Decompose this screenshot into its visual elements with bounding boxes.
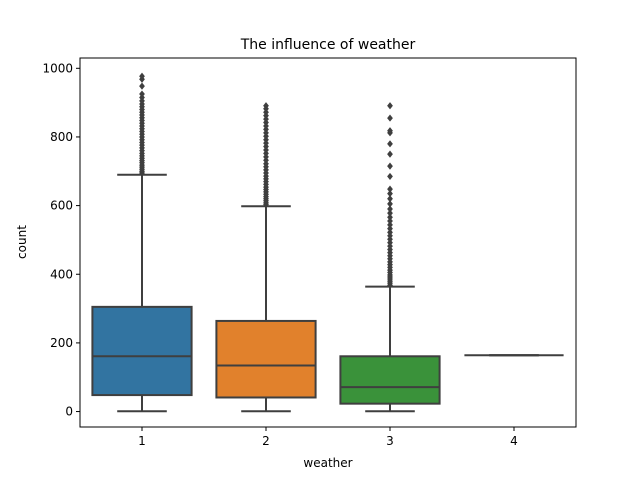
outlier-point	[387, 114, 393, 122]
x-axis-label: weather	[303, 456, 352, 470]
outlier-point	[387, 217, 393, 225]
x-tick-label: 3	[386, 434, 394, 448]
outlier-point	[139, 82, 145, 90]
chart-title: The influence of weather	[240, 37, 416, 53]
outlier-point	[387, 189, 393, 198]
box-group-weather-3	[339, 102, 441, 413]
outlier-point	[387, 185, 393, 193]
outlier-point	[387, 200, 393, 208]
outlier-point	[387, 172, 393, 181]
box-iqr	[339, 355, 441, 405]
outlier-point	[387, 209, 393, 217]
box-group-weather-1	[91, 72, 193, 413]
outlier-point	[387, 221, 393, 229]
y-tick-label: 400	[50, 267, 73, 281]
outlier-point	[387, 195, 393, 203]
y-axis: 0 200 400 600 800 1000	[42, 61, 80, 419]
y-tick-label: 1000	[42, 61, 73, 75]
outlier-point	[387, 205, 393, 213]
y-tick-label: 200	[50, 336, 73, 350]
x-tick-label: 2	[262, 434, 270, 448]
y-tick-label: 600	[50, 199, 73, 213]
outlier-point	[387, 213, 393, 221]
outlier-point	[387, 162, 393, 170]
outlier-point	[387, 224, 393, 233]
x-tick-label: 4	[510, 434, 518, 448]
box-iqr	[215, 319, 317, 399]
box-group-weather-2	[215, 102, 317, 413]
axes-frame	[79, 57, 577, 428]
x-tick-label: 1	[138, 434, 146, 448]
y-axis-label: count	[15, 225, 29, 259]
outlier-point	[263, 102, 269, 110]
y-tick-label: 800	[50, 130, 73, 144]
outlier-point	[387, 127, 393, 135]
outlier-point	[387, 150, 393, 158]
outlier-point	[387, 102, 393, 110]
x-axis: 1 2 3 4	[138, 427, 518, 448]
outlier-point	[387, 228, 393, 236]
outlier-point	[139, 72, 145, 80]
outlier-point	[139, 90, 145, 98]
outlier-point	[387, 140, 393, 148]
box-iqr	[91, 305, 193, 397]
y-tick-label: 0	[65, 405, 73, 419]
plot-area	[91, 72, 564, 413]
